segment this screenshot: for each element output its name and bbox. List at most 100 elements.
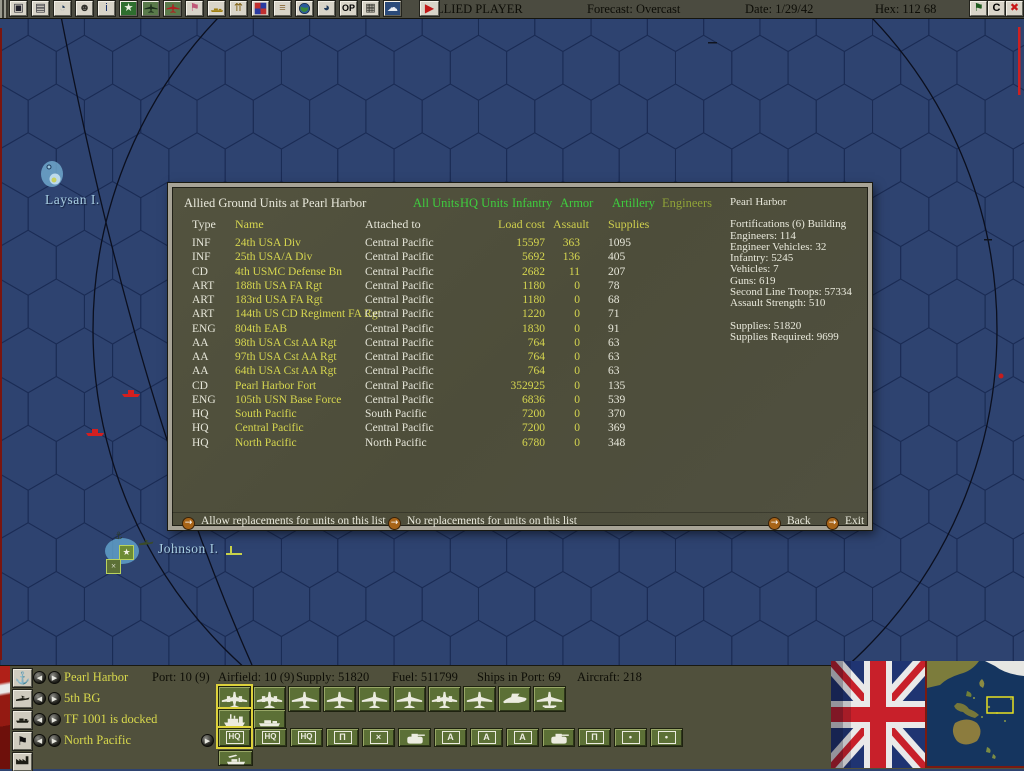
floatplane-button[interactable] (533, 686, 566, 712)
bomber-button[interactable] (253, 686, 286, 712)
transfer-icon[interactable]: ⇈ (230, 1, 247, 16)
base-row-label[interactable]: North Pacific (64, 733, 131, 747)
fighter-icon (143, 4, 158, 13)
capital-ship-button[interactable] (218, 709, 251, 729)
allied-aircraft-icon[interactable] (142, 1, 159, 16)
armor-unit-button[interactable] (398, 728, 431, 747)
unit-row[interactable]: ART 188th USA FA Rgt Central Pacific 1180 0 7… (172, 280, 732, 294)
victory-icon[interactable]: ★ (120, 1, 137, 16)
unit-row[interactable]: HQ Central Pacific Central Pacific 7200 0 369 (172, 422, 732, 436)
us-base-icon[interactable]: ★ (119, 545, 134, 560)
filter-infantry[interactable]: Infantry (512, 196, 553, 210)
reports-icon[interactable]: ▤ (32, 1, 49, 16)
save-game-icon[interactable]: ▣ (10, 1, 27, 16)
minimap-viewport[interactable] (986, 696, 1014, 714)
combat-icon[interactable]: C (988, 1, 1005, 16)
unit-row[interactable]: INF 25th USA/A Div Central Pacific 5692 136 4… (172, 251, 732, 265)
aa-unit-button[interactable]: A (434, 728, 467, 747)
fighter-button[interactable] (463, 686, 496, 712)
globe-icon[interactable] (296, 1, 313, 16)
unit-row[interactable]: INF 24th USA Div Central Pacific 15597 363 10… (172, 237, 732, 251)
info-icon[interactable]: i (98, 1, 115, 16)
base-info-panel: Pearl Harbor Fortifications (6) Building… (730, 196, 866, 344)
fort-unit-button[interactable]: Π (326, 728, 359, 747)
infantry-unit-button[interactable]: × (362, 728, 395, 747)
hq-unit-button[interactable]: HQ (218, 728, 251, 747)
unit-row[interactable]: AA 64th USA Cst AA Rgt Central Pacific 764 0… (172, 365, 732, 379)
unit-load-cost: 6780 (522, 436, 545, 449)
anchor-button[interactable]: ⚓ (13, 669, 32, 687)
armor-unit-button[interactable] (542, 728, 575, 747)
base-row-label[interactable]: Pearl Harbor (64, 670, 129, 684)
back-button[interactable]: → Back (768, 515, 811, 530)
weather-icon[interactable]: ☁ (384, 1, 401, 16)
base-row-label[interactable]: 5th BG (64, 691, 101, 705)
factory-button[interactable] (13, 753, 32, 771)
filter-all-units[interactable]: All Units (413, 196, 460, 210)
losses-icon[interactable] (252, 1, 269, 16)
fighter-button[interactable] (393, 686, 426, 712)
prev-arrow-button[interactable]: ◀ (33, 671, 46, 684)
unit-row[interactable]: ENG 105th USN Base Force Central Pacific 68… (172, 394, 732, 408)
repair-ship-button[interactable] (218, 750, 253, 766)
prev-arrow-button[interactable]: ◀ (33, 713, 46, 726)
fighter-button[interactable] (358, 686, 391, 712)
close-icon[interactable]: ✖ (1006, 1, 1023, 16)
world-minimap[interactable] (925, 661, 1024, 768)
unit-row[interactable]: CD Pearl Harbor Fort Central Pacific 352925… (172, 380, 732, 394)
unit-row[interactable]: ENG 804th EAB Central Pacific 1830 0 91 (172, 323, 732, 337)
unit-assault: 0 (574, 351, 580, 363)
next-arrow-button[interactable]: ▶ (48, 671, 61, 684)
hq-unit-button[interactable]: HQ (290, 728, 323, 747)
unit-row[interactable]: AA 98th USA Cst AA Rgt Central Pacific 764 0… (172, 337, 732, 351)
exit-button[interactable]: → Exit (826, 515, 864, 530)
intel-icon[interactable]: ☻ (76, 1, 93, 16)
time-zone-icon[interactable]: ◕ (318, 1, 335, 16)
ground-unit-icon[interactable]: × (106, 559, 121, 574)
flag-report-icon[interactable]: ⚑ (970, 1, 987, 16)
patrol-seaplane-button[interactable] (498, 686, 531, 712)
unit-row[interactable]: HQ North Pacific North Pacific 6780 0 348 (172, 437, 732, 451)
unit-row[interactable]: ART 183rd USA FA Rgt Central Pacific 1180 0 6… (172, 294, 732, 308)
fort-unit-button[interactable]: Π (578, 728, 611, 747)
ship-list-icon[interactable] (208, 1, 225, 16)
preferences-icon[interactable]: ▦ (362, 1, 379, 16)
artillery-unit-button[interactable]: • (650, 728, 683, 747)
next-arrow-button[interactable]: ▶ (48, 692, 61, 705)
filter-engineers[interactable]: Engineers (662, 196, 712, 210)
base-row-label[interactable]: TF 1001 is docked (64, 712, 158, 726)
plane-side-button[interactable] (13, 690, 32, 708)
no-replacements-button[interactable]: → No replacements for units on this list (388, 515, 577, 530)
aa-unit-button[interactable]: A (506, 728, 539, 747)
prev-arrow-button[interactable]: ◀ (33, 692, 46, 705)
ship-side-button[interactable] (13, 711, 32, 729)
operations-icon[interactable]: OP (340, 1, 357, 16)
turn-clock-icon[interactable]: ◔ (54, 1, 71, 16)
filter-hq-units[interactable]: HQ Units (460, 196, 509, 210)
enemy-aircraft-icon[interactable] (164, 1, 181, 16)
artillery-unit-button[interactable]: • (614, 728, 647, 747)
hq-unit-button[interactable]: HQ (254, 728, 287, 747)
bomber-button[interactable] (428, 686, 461, 712)
prev-arrow-button[interactable]: ◀ (33, 734, 46, 747)
filter-artillery[interactable]: Artillery (612, 196, 656, 210)
unit-row[interactable]: ART 144th US CD Regiment FA Rgt Central Pa… (172, 308, 732, 322)
next-arrow-button[interactable]: ▶ (48, 734, 61, 747)
unit-row[interactable]: HQ South Pacific South Pacific 7200 0 370 (172, 408, 732, 422)
aa-unit-button[interactable]: A (470, 728, 503, 747)
allow-replacements-button[interactable]: → Allow replacements for units on this li… (182, 515, 386, 530)
floatplane-icon (536, 691, 563, 708)
dock-icon[interactable]: ≡ (274, 1, 291, 16)
flag-dark-button[interactable]: ⚑ (13, 732, 32, 750)
unit-row[interactable]: CD 4th USMC Defense Bn Central Pacific 2682… (172, 266, 732, 280)
end-turn-icon[interactable]: ▶ (420, 1, 439, 16)
flags-icon[interactable]: ⚑ (186, 1, 203, 16)
more-units-arrow-button[interactable]: ▶ (201, 734, 214, 747)
fighter-button[interactable] (323, 686, 356, 712)
next-arrow-button[interactable]: ▶ (48, 713, 61, 726)
unit-row[interactable]: AA 97th USA Cst AA Rgt Central Pacific 764 0… (172, 351, 732, 365)
fighter-button[interactable] (288, 686, 321, 712)
escort-ship-button[interactable] (253, 709, 286, 729)
filter-armor[interactable]: Armor (560, 196, 594, 210)
enemy-task-force-marker[interactable] (86, 390, 140, 436)
